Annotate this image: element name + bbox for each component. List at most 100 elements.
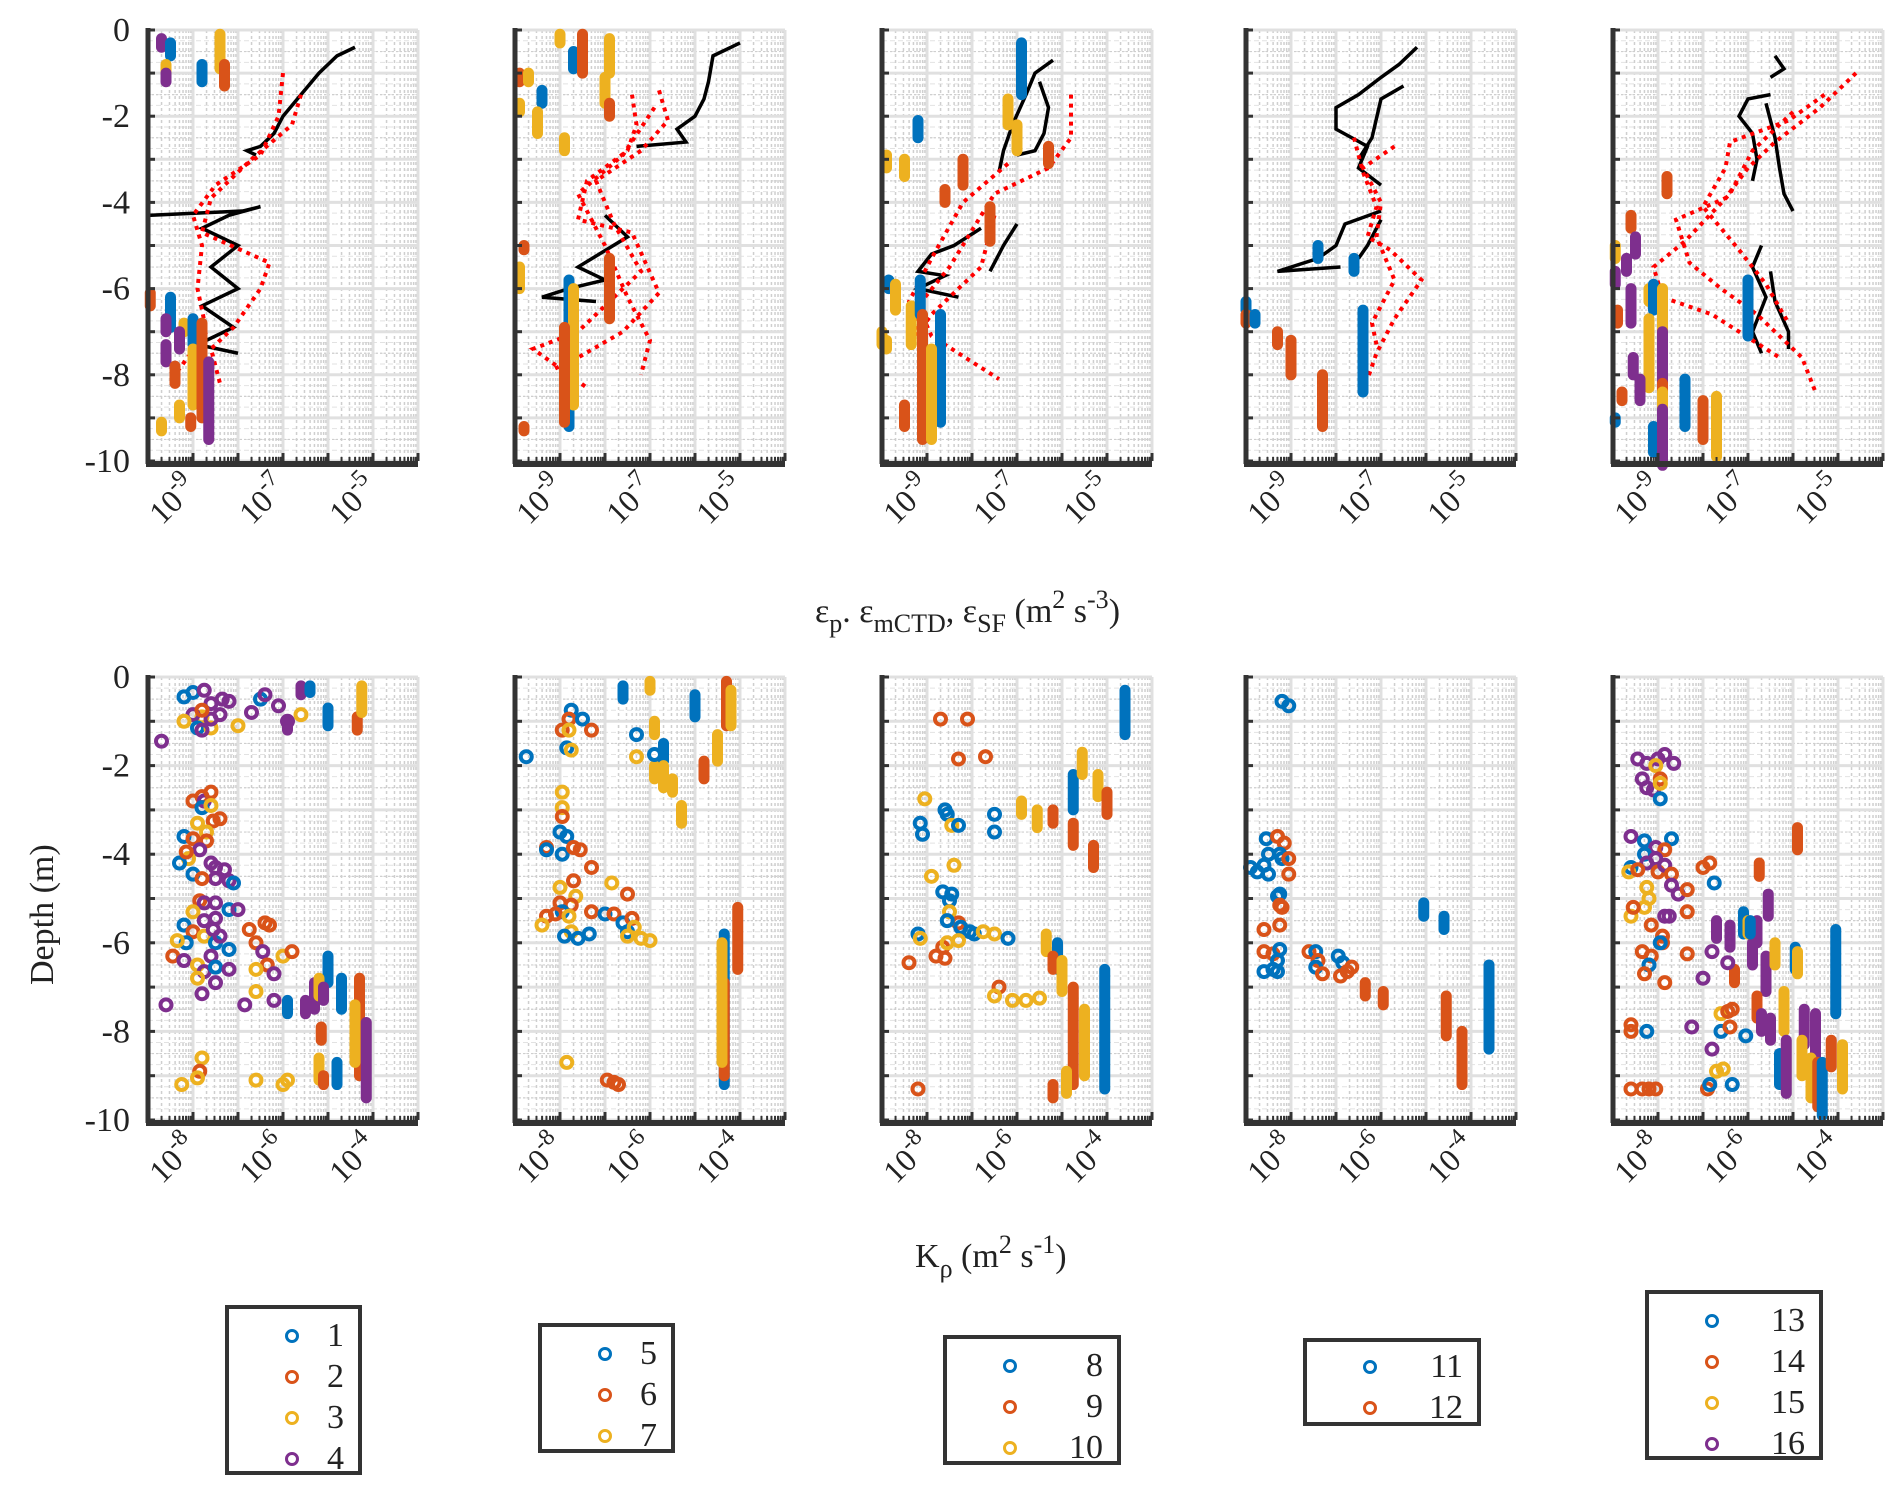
legend-item: 12 (1307, 1387, 1477, 1428)
series-3-point (230, 718, 246, 734)
series-1-point (176, 917, 192, 933)
legend-marker-icon (1003, 1440, 1017, 1455)
series-4-point (176, 953, 192, 969)
y-tick-label: 0 (113, 659, 130, 696)
series-2-point (1702, 855, 1718, 871)
series-4-point (208, 910, 223, 926)
legend-marker-icon (285, 1328, 299, 1343)
subscript: ρ (939, 1254, 953, 1283)
subscript: SF (977, 609, 1006, 638)
series-3-point (248, 1072, 264, 1088)
series-2-point (1641, 1081, 1657, 1097)
label-text: . ε (842, 593, 874, 630)
series-4-point (212, 928, 228, 944)
series-1-point (1261, 866, 1276, 882)
series-4-point (266, 966, 282, 982)
x-tick-label: 10-5 (1416, 465, 1482, 531)
ylabel: Depth (m) (24, 844, 61, 985)
x-tick-label: 10-7 (1326, 465, 1392, 531)
epsilon-mctd-line (147, 205, 261, 355)
series-3-point (190, 1070, 205, 1086)
series-4-point (1657, 747, 1673, 763)
series-3-point (169, 933, 185, 949)
epsilon-mctd-line (1357, 218, 1383, 260)
legend-marker-icon (1003, 1358, 1017, 1373)
series-2-point (1657, 842, 1673, 858)
label-text: s (1011, 1238, 1034, 1275)
series-3-point (1709, 1063, 1724, 1079)
series-3-point (559, 1054, 575, 1070)
series-1-point (629, 727, 644, 743)
label-text: ε (815, 593, 830, 630)
legend-item: 3 (229, 1397, 358, 1438)
series-3-point (199, 824, 214, 840)
series-4-point (154, 733, 169, 749)
legend-label: 6 (640, 1375, 657, 1413)
series-1-point (1652, 791, 1668, 807)
series-2-point (199, 833, 214, 849)
legend-item: 5 (542, 1333, 671, 1374)
legend-marker-icon (598, 1387, 612, 1402)
series-3-point (629, 749, 644, 765)
series-4-point (208, 871, 223, 887)
series-2-point (951, 751, 966, 767)
series-4-point (208, 895, 223, 911)
y-tick-label: -4 (102, 836, 130, 873)
series-3-point (1648, 758, 1664, 774)
series-3-point (248, 984, 264, 1000)
x-tick-label: 10-6 (595, 1124, 661, 1190)
series-4-point (1704, 944, 1720, 960)
x-tick-label: 10-6 (228, 1124, 294, 1190)
series-1-point (1270, 964, 1285, 980)
label-text: ) (1108, 593, 1121, 630)
series-4-point (1657, 857, 1673, 873)
series-2-point (205, 813, 221, 829)
series-4-point (221, 693, 237, 709)
label-text: s (1065, 593, 1088, 630)
series-3-point (552, 879, 568, 895)
series-4-point (244, 704, 259, 720)
x-tick-label: 10-9 (138, 465, 204, 531)
series-4-point (237, 997, 253, 1013)
x-tick-label: 10-7 (1693, 465, 1759, 531)
series-2-point (1301, 944, 1317, 960)
series-2-point (185, 831, 201, 847)
epsilon-sf-dotted-line (911, 214, 997, 342)
epsilon-mctd-line (997, 58, 1055, 173)
series-1-point (1652, 935, 1668, 951)
series-4-point (1684, 1019, 1700, 1035)
series-2-point (566, 840, 581, 856)
epsilon-mctd-line (1357, 84, 1405, 161)
epsilon-sf-dotted-line (528, 89, 671, 390)
series-3-point (626, 919, 642, 935)
label-text: , ε (945, 593, 978, 630)
series-2-point (901, 955, 917, 971)
series-1-point (1706, 875, 1722, 891)
series-3-point (554, 784, 570, 800)
series-2-point (194, 871, 210, 887)
series-4-point (212, 707, 228, 723)
series-2-point (1281, 866, 1297, 882)
epsilon-mctd-line (988, 223, 1019, 273)
legend-label: 11 (1430, 1347, 1463, 1385)
epsilon-sf-dotted-line (575, 106, 657, 376)
series-2-point (178, 844, 194, 860)
legend-marker-icon (1363, 1400, 1377, 1415)
series-3-point (563, 742, 579, 758)
series-1-point (575, 711, 590, 727)
legend-label: 14 (1771, 1342, 1805, 1380)
legend-label: 8 (1086, 1346, 1103, 1384)
legend-label: 10 (1069, 1428, 1103, 1466)
legend-item: 6 (542, 1374, 671, 1415)
series-4-point (1666, 755, 1682, 771)
legend-item: 15 (1649, 1382, 1819, 1423)
series-4-point (280, 713, 295, 729)
x-tick-label: 10-5 (1783, 465, 1849, 531)
series-4-point (266, 992, 282, 1008)
series-2-point (1315, 966, 1330, 982)
epsilon-sf-dotted-line (173, 72, 285, 376)
epsilon-sf-dotted-line (1673, 71, 1858, 393)
legend-item: 8 (947, 1345, 1117, 1386)
series-1-point (987, 806, 1002, 822)
